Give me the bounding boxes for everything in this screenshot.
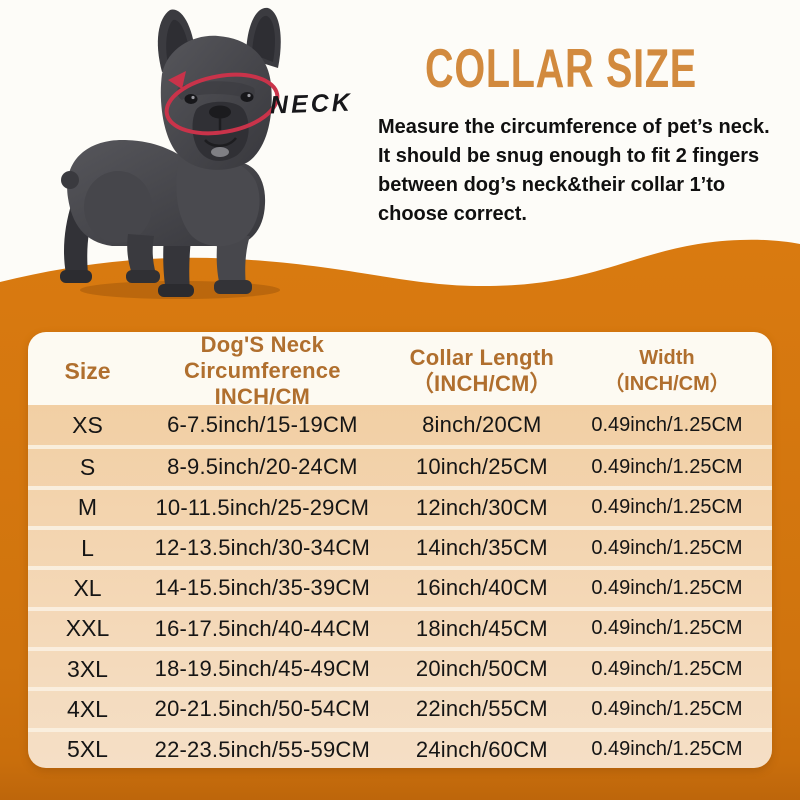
neck-circumference-cell: 22-23.5inch/55-59CM: [154, 736, 371, 762]
size-cell: XS: [72, 411, 103, 438]
dog-image: [60, 7, 281, 299]
collar-length-cell: 10inch/25CM: [415, 454, 548, 480]
neck-circumference-cell: 10-11.5inch/25-29CM: [155, 494, 370, 520]
size-cell: S: [79, 453, 96, 480]
size-cell: 4XL: [67, 695, 108, 722]
collar-length-cell: 18inch/45CM: [415, 615, 548, 641]
neck-circumference-cell: 8-9.5inch/20-24CM: [167, 454, 358, 480]
intro-text: Measure the circumference of pet’s neck.…: [378, 116, 770, 225]
neck-circumference-cell: 16-17.5inch/40-44CM: [154, 615, 371, 641]
column-header-width: Width （INCH/CM）: [604, 347, 730, 395]
table-row: XL 14-15.5inch/35-39CM 16inch/40CM 0.49i…: [28, 566, 772, 606]
width-cell: 0.49inch/1.25CM: [591, 413, 743, 436]
width-cell: 0.49inch/1.25CM: [591, 536, 743, 559]
neck-circumference-cell: 18-19.5inch/45-49CM: [154, 656, 371, 682]
width-cell: 0.49inch/1.25CM: [591, 496, 743, 519]
width-cell: 0.49inch/1.25CM: [591, 617, 743, 640]
width-cell: 0.49inch/1.25CM: [591, 738, 743, 761]
size-cell: M: [77, 494, 98, 521]
column-header-collar-length: Collar Length （INCH/CM）: [409, 345, 554, 396]
column-header-neck-circumference: Dog'S Neck Circumference INCH/CM: [184, 332, 341, 409]
width-cell: 0.49inch/1.25CM: [591, 576, 743, 599]
collar-length-cell: 14inch/35CM: [415, 535, 548, 561]
neck-circle-icon: [164, 71, 280, 136]
neck-label: NECK: [269, 88, 354, 120]
size-cell: XXL: [65, 615, 110, 642]
table-row: L 12-13.5inch/30-34CM 14inch/35CM 0.49in…: [28, 525, 772, 566]
size-cell: 3XL: [67, 655, 108, 682]
collar-length-cell: 22inch/55CM: [415, 696, 548, 722]
collar-length-cell: 24inch/60CM: [415, 736, 548, 762]
table-row: 3XL 18-19.5inch/45-49CM 20inch/50CM 0.49…: [28, 646, 772, 687]
width-cell: 0.49inch/1.25CM: [591, 455, 743, 478]
neck-circumference-cell: 12-13.5inch/30-34CM: [154, 535, 371, 561]
collar-length-cell: 8inch/20CM: [422, 412, 542, 438]
page-title: COLLAR SIZE: [425, 37, 697, 99]
width-cell: 0.49inch/1.25CM: [591, 657, 743, 680]
size-chart-card: Size Dog'S Neck Circumference INCH/CM Co…: [28, 332, 772, 768]
table-row: M 10-11.5inch/25-29CM 12inch/30CM 0.49in…: [28, 485, 772, 526]
column-header-size: Size: [64, 358, 111, 384]
table-header-row: Size Dog'S Neck Circumference INCH/CM Co…: [28, 332, 772, 409]
neck-circumference-cell: 6-7.5inch/15-19CM: [167, 412, 358, 438]
table-row: XXL 16-17.5inch/40-44CM 18inch/45CM 0.49…: [28, 606, 772, 647]
neck-circumference-cell: 20-21.5inch/50-54CM: [154, 696, 371, 722]
table-row: 5XL 22-23.5inch/55-59CM 24inch/60CM 0.49…: [28, 727, 772, 768]
width-cell: 0.49inch/1.25CM: [591, 697, 743, 720]
size-cell: 5XL: [67, 736, 108, 763]
table-body: XS 6-7.5inch/15-19CM 8inch/20CM 0.49inch…: [28, 405, 772, 768]
table-row: XS 6-7.5inch/15-19CM 8inch/20CM 0.49inch…: [28, 405, 772, 445]
table-row: 4XL 20-21.5inch/50-54CM 22inch/55CM 0.49…: [28, 687, 772, 727]
size-cell: L: [81, 534, 94, 561]
collar-length-cell: 16inch/40CM: [415, 575, 548, 601]
collar-length-cell: 12inch/30CM: [415, 494, 548, 520]
size-cell: XL: [73, 574, 102, 601]
table-row: S 8-9.5inch/20-24CM 10inch/25CM 0.49inch…: [28, 445, 772, 485]
neck-circumference-cell: 14-15.5inch/35-39CM: [154, 575, 371, 601]
collar-length-cell: 20inch/50CM: [415, 656, 548, 682]
